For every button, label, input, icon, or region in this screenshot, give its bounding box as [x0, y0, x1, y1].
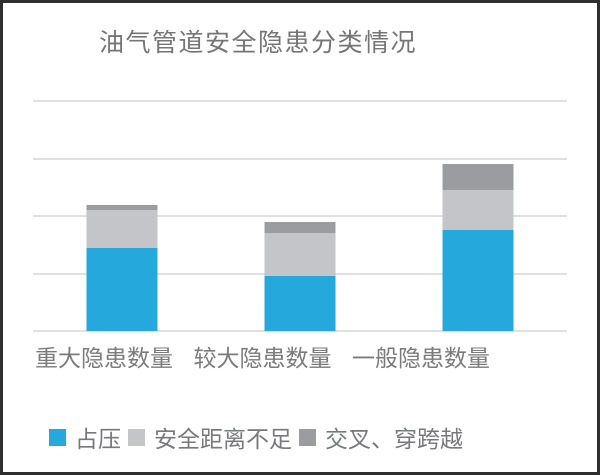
- legend-label: 安全距离不足: [154, 426, 292, 452]
- legend-swatch-blue-icon: [49, 428, 66, 446]
- gridline: [33, 330, 567, 332]
- gridline: [33, 157, 567, 160]
- legend-swatch-darkgray-icon: [299, 428, 316, 446]
- bar-segment: [442, 190, 514, 231]
- plot-area: [33, 100, 567, 332]
- legend: 占压 安全距离不足 交叉、穿跨越: [49, 420, 463, 454]
- legend-item: 占压: [49, 420, 121, 454]
- bar-slot: [211, 101, 389, 331]
- bar-segment: [264, 233, 336, 277]
- legend-item: 安全距离不足: [128, 420, 292, 454]
- legend-item: 交叉、穿跨越: [299, 420, 463, 454]
- bar-segment: [442, 230, 514, 331]
- bar-segment: [442, 164, 514, 191]
- legend-label: 交叉、穿跨越: [325, 426, 463, 452]
- bar-slot: [33, 101, 211, 331]
- x-axis-label-large: 较大隐患数量: [193, 345, 332, 371]
- legend-swatch-lightgray-icon: [128, 428, 145, 446]
- bar-segment: [86, 210, 158, 248]
- bars-layer: [33, 101, 567, 331]
- bar-segment: [264, 221, 336, 234]
- chart-title: 油气管道安全隐患分类情况: [98, 29, 417, 57]
- bar-segment: [264, 276, 336, 331]
- gridline: [33, 215, 567, 217]
- x-axis-label-general: 一般隐患数量: [352, 345, 490, 371]
- stacked-bar: [442, 164, 514, 331]
- legend-label: 占压: [75, 426, 121, 452]
- stacked-bar: [264, 221, 336, 331]
- stacked-bar: [86, 204, 158, 331]
- bar-segment: [86, 247, 158, 331]
- x-axis-label-major: 重大隐患数量: [35, 345, 173, 371]
- bar-segment: [86, 204, 158, 211]
- gridline: [33, 100, 567, 102]
- x-axis-labels: 重大隐患数量 较大隐患数量 一般隐患数量: [35, 343, 490, 373]
- bar-slot: [389, 101, 567, 331]
